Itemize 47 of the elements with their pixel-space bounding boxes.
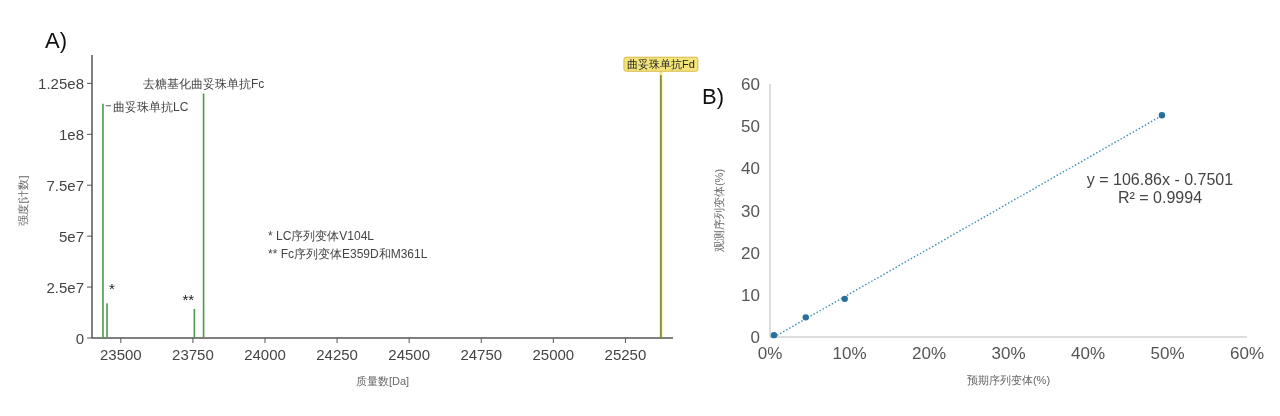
x-axis-title: 预期序列变体(%)	[966, 374, 1051, 386]
chart-title: B)	[702, 84, 724, 109]
point	[1158, 112, 1166, 119]
y-tick-label: 40	[741, 159, 760, 179]
y-axis-title: 强度[计数]	[17, 175, 29, 226]
x-tick-label: 24750	[460, 346, 503, 363]
annotation: 曲妥珠单抗Fd	[626, 58, 695, 71]
x-tick-label: 10%	[832, 344, 867, 363]
x-tick-label: 40%	[1070, 344, 1106, 363]
chart-title: A)	[45, 28, 67, 53]
y-tick-label: 10	[741, 285, 760, 305]
y-tick-label: 20	[741, 243, 760, 263]
annotation: y = 106.86x - 0.7501	[1086, 171, 1234, 188]
annotation: **	[182, 290, 195, 308]
annotation: R² = 0.9994	[1117, 189, 1203, 206]
y-tick-label: 1e8	[58, 126, 84, 144]
x-tick-label: 60%	[1229, 344, 1265, 363]
point	[841, 295, 848, 303]
x-tick-label: 20%	[911, 344, 947, 363]
x-tick-label: 23500	[99, 346, 142, 363]
x-tick-label: 0%	[757, 344, 783, 363]
x-tick-label: 25250	[604, 346, 647, 363]
y-tick-label: 2.5e7	[46, 279, 84, 297]
y-tick-label: 0	[75, 330, 84, 347]
x-tick-label: 25000	[532, 346, 575, 363]
y-tick-label: 1.25e8	[38, 75, 84, 93]
y-tick-label: 0	[750, 328, 760, 347]
y-tick-label: 30	[741, 201, 760, 221]
x-tick-label: 30%	[991, 344, 1026, 363]
annotation: *	[109, 280, 116, 298]
x-axis-title: 质量数[Da]	[355, 375, 410, 387]
y-tick-label: 5e7	[58, 228, 84, 246]
y-tick-label: 60	[741, 75, 760, 94]
annotation: 去糖基化曲妥珠单抗Fc	[142, 76, 265, 91]
x-tick-label: 23750	[172, 346, 214, 363]
x-tick-label: 50%	[1150, 344, 1185, 363]
y-axis-title: 观测序列变体(%)	[713, 168, 725, 253]
annotation: ** Fc序列变体E359D和M361L	[268, 247, 428, 261]
x-tick-label: 24000	[244, 346, 286, 363]
point	[770, 331, 778, 339]
x-tick-label: 24250	[316, 346, 358, 363]
point	[802, 314, 809, 321]
y-tick-label: 50	[741, 117, 760, 137]
x-tick-label: 24500	[388, 346, 431, 363]
annotation: * LC序列变体V104L	[268, 229, 375, 243]
y-tick-label: 7.5e7	[46, 177, 84, 195]
annotation: 曲妥珠单抗LC	[112, 99, 189, 114]
